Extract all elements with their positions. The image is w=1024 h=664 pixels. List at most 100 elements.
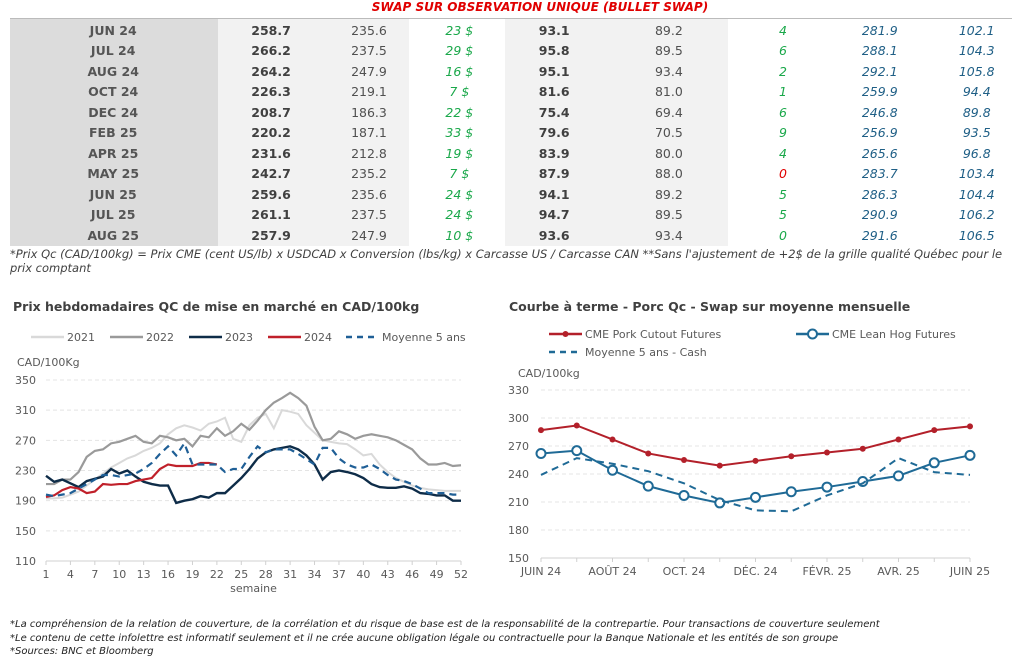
- spread-cell: 1: [778, 84, 787, 100]
- legend-label: 2024: [304, 331, 332, 344]
- x-tick-label: 28: [259, 568, 273, 581]
- x-tick-label: JUIN 24: [520, 565, 561, 578]
- table-row: DEC 24 208.7 186.3 22 $ 75.4 69.4 6 246.8 89.8: [10, 102, 1024, 123]
- value-cell: 89.5: [654, 207, 683, 223]
- value-cell: 70.5: [654, 125, 683, 141]
- value-cell: 291.6: [861, 227, 898, 243]
- legend-label: CME Pork Cutout Futures: [585, 328, 721, 341]
- data-point: [824, 449, 830, 456]
- series-line-2023: [45, 445, 461, 505]
- spread-cell: 4: [778, 145, 787, 161]
- table-row: JUL 25 261.1 237.5 24 $ 94.7 89.5 5 290.9 106.2: [10, 205, 1024, 226]
- series-line-2024: [45, 461, 218, 498]
- data-point: [752, 457, 759, 464]
- x-tick-label: AOÛT 24: [588, 565, 636, 578]
- value-cell: 89.2: [654, 186, 683, 202]
- data-point: [573, 422, 580, 429]
- y-tick-label: 150: [508, 552, 529, 565]
- spread-cell: 0: [778, 227, 787, 243]
- month-cell: JUL 24: [90, 43, 136, 59]
- table-title: SWAP SUR OBSERVATION UNIQUE (BULLET SWAP…: [371, 0, 709, 14]
- value-cell: 105.8: [958, 63, 995, 79]
- y-tick-label: 150: [15, 525, 36, 538]
- value-cell: 89.5: [654, 43, 683, 59]
- value-cell: 265.6: [861, 145, 898, 161]
- value-cell: 83.9: [538, 145, 570, 161]
- x-tick-label: AVR. 25: [877, 565, 920, 578]
- x-tick-label: 25: [234, 568, 248, 581]
- y-tick-label: 210: [508, 496, 529, 509]
- data-point: [859, 445, 866, 452]
- divider: [10, 18, 1012, 19]
- data-point: [928, 457, 940, 469]
- footer-notes: *La compréhension de la relation de couv…: [10, 618, 880, 659]
- value-cell: 286.3: [861, 186, 898, 202]
- data-point: [609, 436, 616, 443]
- value-cell: 242.7: [251, 166, 291, 182]
- charts-svg: 350 310 270 230 190 150 110 CAD/100Kg 1 4 7 10 13 16 1…: [15, 328, 990, 595]
- spread-cell: 23 $: [445, 22, 474, 38]
- month-cell: AUG 25: [87, 227, 139, 243]
- value-cell: 247.9: [351, 63, 387, 79]
- x-tick-label: 43: [381, 568, 395, 581]
- y-tick-label: 240: [508, 468, 529, 481]
- table-row: JUN 24 258.7 235.6 23 $ 93.1 89.2 4 281.9 102.1: [10, 20, 1024, 41]
- column-shade: [10, 19, 218, 246]
- value-cell: 264.2: [251, 63, 291, 79]
- data-point: [607, 464, 618, 476]
- footer-line: *La compréhension de la relation de couv…: [10, 619, 880, 630]
- value-cell: 226.3: [251, 84, 291, 100]
- data-point: [538, 427, 544, 434]
- spread-cell: 6: [778, 104, 787, 120]
- value-cell: 256.9: [861, 125, 898, 141]
- month-cell: FEB 25: [89, 125, 138, 141]
- x-tick-label: 13: [137, 568, 151, 581]
- data-point: [716, 462, 723, 469]
- legend-label: CME Lean Hog Futures: [832, 328, 956, 341]
- x-tick-label: 16: [161, 568, 175, 581]
- x-tick-label: 10: [112, 568, 126, 581]
- data-point: [893, 470, 904, 482]
- data-point: [645, 450, 652, 457]
- value-cell: 87.9: [538, 166, 570, 182]
- value-cell: 288.1: [861, 43, 898, 59]
- series-line-2021: [46, 409, 461, 500]
- spread-cell: 5: [778, 186, 787, 202]
- y-tick-label: 230: [15, 465, 36, 478]
- data-point: [714, 497, 726, 509]
- y-tick-label: 330: [508, 384, 529, 397]
- value-cell: 235.6: [351, 22, 387, 38]
- value-cell: 80.0: [654, 145, 683, 161]
- x-tick-label: DÉC. 24: [733, 565, 777, 578]
- value-cell: 81.6: [538, 84, 570, 100]
- value-cell: 93.1: [538, 22, 570, 38]
- spread-cell: 6: [778, 43, 787, 59]
- value-cell: 220.2: [251, 125, 291, 141]
- y-axis-label: CAD/100Kg: [17, 356, 80, 369]
- spread-cell: 7 $: [449, 166, 470, 182]
- table-row: FEB 25 220.2 187.1 33 $ 79.6 70.5 9 256.9 93.5: [10, 123, 1024, 144]
- value-cell: 103.4: [958, 166, 995, 182]
- spread-cell: 16 $: [445, 63, 474, 79]
- spread-cell: 2: [778, 63, 787, 79]
- legend-label: 2022: [146, 331, 174, 344]
- month-cell: JUN 25: [89, 186, 137, 202]
- x-axis-label: semaine: [230, 582, 277, 595]
- value-cell: 94.1: [538, 186, 570, 202]
- value-cell: 93.4: [654, 63, 683, 79]
- value-cell: 283.7: [861, 166, 898, 182]
- chart-title-weekly: Prix hebdomadaires QC de mise en marché …: [13, 299, 420, 314]
- value-cell: 104.3: [958, 43, 995, 59]
- month-cell: OCT 24: [88, 84, 139, 100]
- x-tick-label: 34: [308, 568, 322, 581]
- value-cell: 94.4: [962, 84, 991, 100]
- series-line-2022: [46, 391, 462, 486]
- value-cell: 292.1: [861, 63, 898, 79]
- x-tick-label: 4: [67, 568, 74, 581]
- x-tick-label: 49: [430, 568, 444, 581]
- x-tick-label: 22: [210, 568, 224, 581]
- spread-cell: 7 $: [449, 84, 470, 100]
- value-cell: 219.1: [351, 84, 387, 100]
- data-point: [535, 447, 547, 459]
- value-cell: 89.2: [654, 22, 683, 38]
